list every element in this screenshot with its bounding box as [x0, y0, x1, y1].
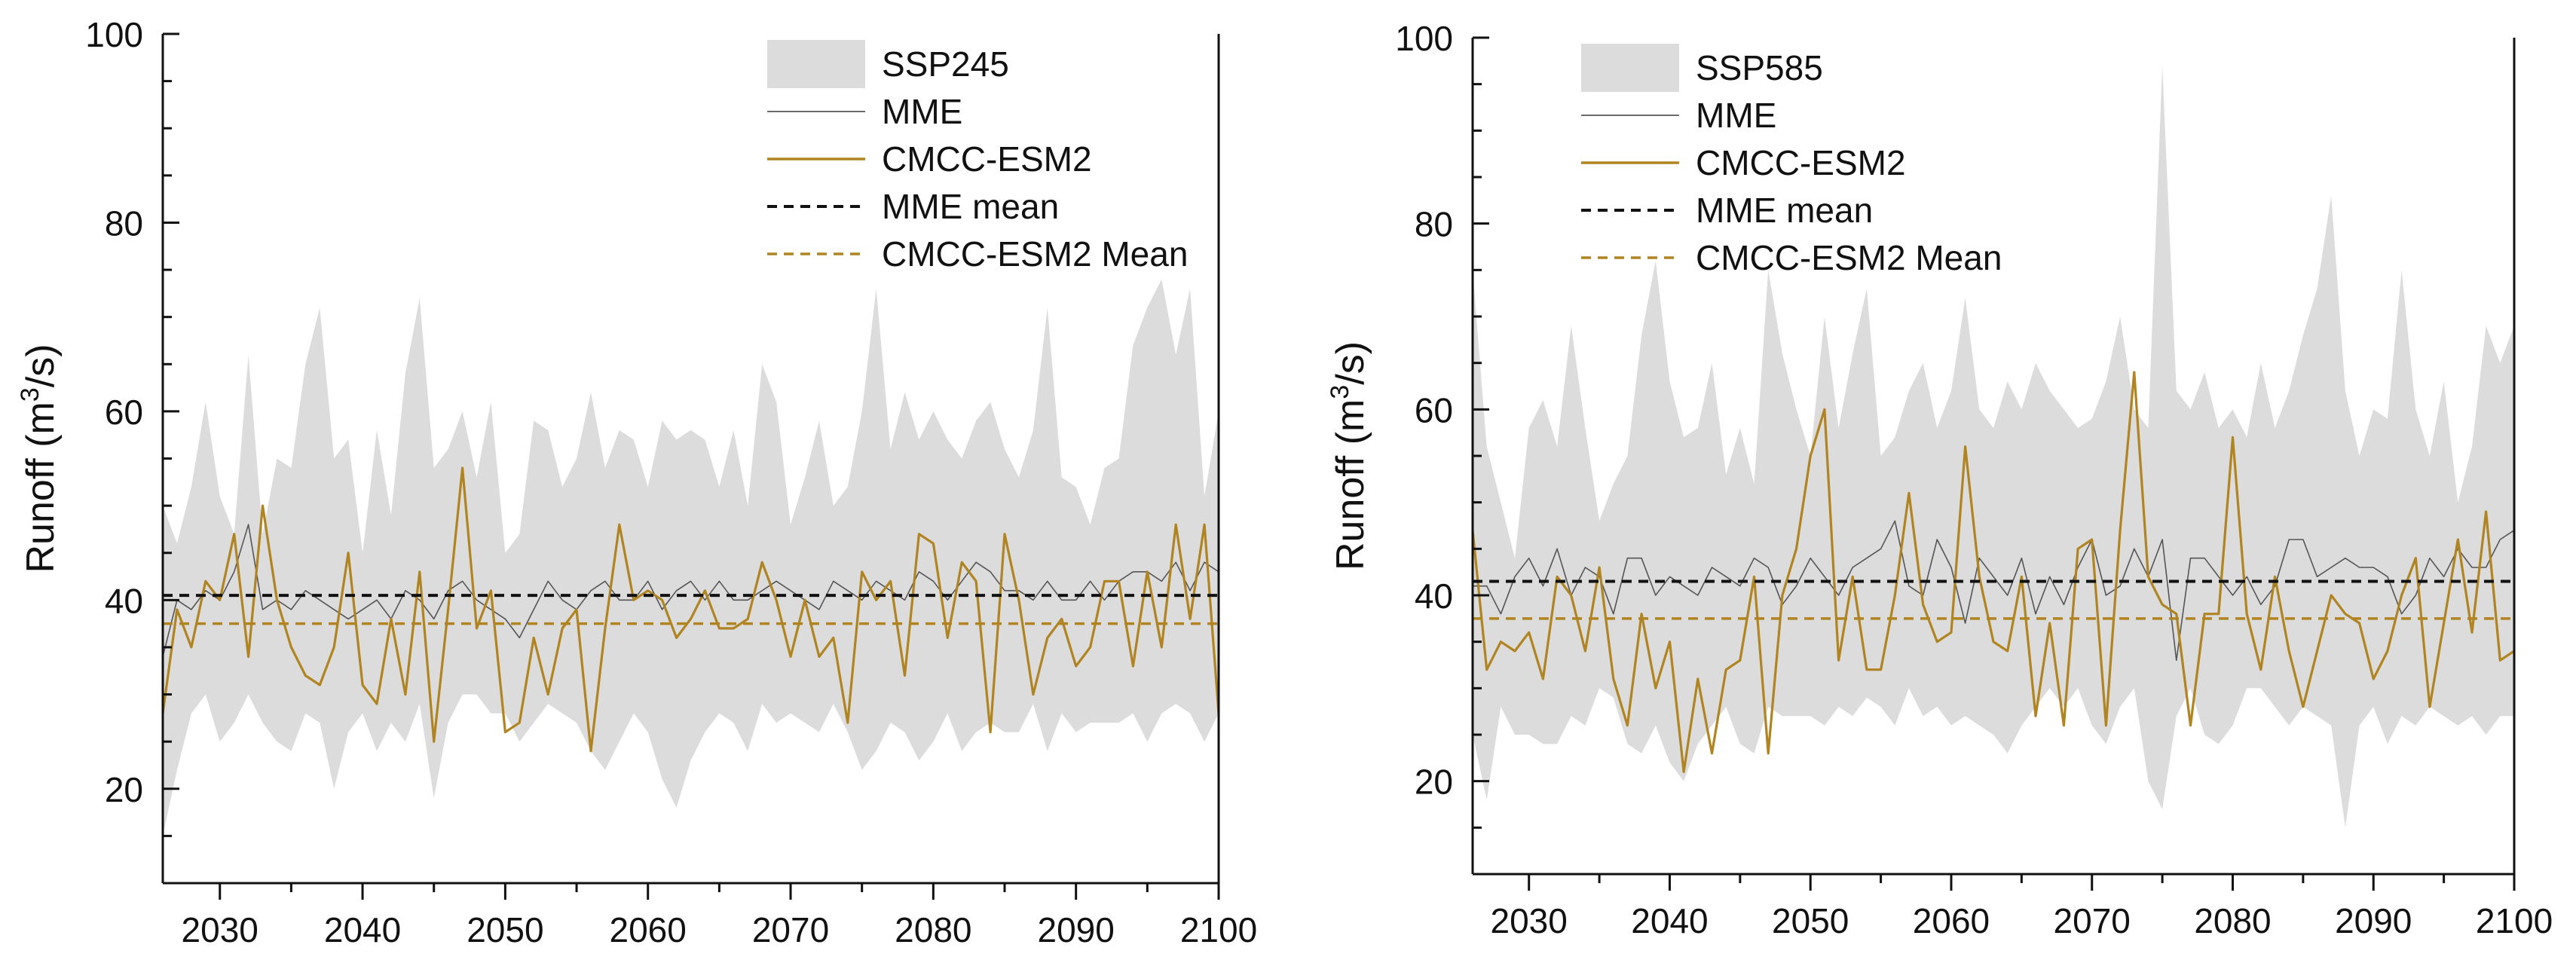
x-tick-label-2030: 2030 — [1491, 901, 1568, 940]
y-tick-label-60: 60 — [105, 393, 143, 432]
legend: SSP245 MME CMCC-ESM2 MME mean CMCC-ESM2 Mean — [767, 40, 1188, 274]
legend-label-mme: MME — [1696, 96, 1776, 135]
y-axis-label-suffix: /s) — [19, 344, 63, 387]
x-tick-label-2080: 2080 — [2194, 901, 2271, 940]
mme-line — [1473, 520, 2515, 662]
legend-label-cmcc-esm2-mean: CMCC-ESM2 Mean — [882, 234, 1188, 274]
legend-label-mme: MME — [882, 92, 962, 131]
y-tick-label-80: 80 — [1415, 205, 1453, 244]
x-tick-label-2070: 2070 — [2054, 901, 2131, 940]
y-tick-label-80: 80 — [105, 203, 143, 243]
y-axis-label-prefix: Runoff (m — [1329, 399, 1372, 570]
x-tick-label-2060: 2060 — [1913, 901, 1990, 940]
x-tick-label-2070: 2070 — [752, 910, 829, 949]
y-tick-label-20: 20 — [1415, 763, 1453, 802]
y-axis-label: Runoff (m3/s) — [16, 344, 63, 573]
x-tick-label-2090: 2090 — [1038, 910, 1115, 949]
x-tick-label-2030: 2030 — [182, 910, 259, 949]
x-tick-label-2040: 2040 — [1631, 901, 1708, 940]
y-axis-label-prefix: Runoff (m — [19, 402, 63, 573]
y-tick-label-60: 60 — [1415, 390, 1453, 430]
x-tick-label-2050: 2050 — [1772, 901, 1849, 940]
x-tick-label-2100: 2100 — [2476, 901, 2553, 940]
y-tick-label-100: 100 — [85, 15, 143, 54]
legend-label-cmcc-esm2-mean: CMCC-ESM2 Mean — [1696, 238, 2002, 277]
legend: SSP585 MME CMCC-ESM2 MME mean CMCC-ESM2 Mean — [1581, 44, 2002, 277]
legend-label-band: SSP245 — [882, 44, 1009, 84]
legend-label-band: SSP585 — [1696, 48, 1823, 87]
y-tick-label-100: 100 — [1395, 19, 1453, 58]
x-tick-label-2080: 2080 — [895, 910, 971, 949]
legend-swatch-band — [1581, 44, 1679, 92]
y-axis-label: Runoff (m3/s) — [1326, 341, 1372, 570]
cmcc-esm2-line — [161, 466, 1220, 753]
cmcc-esm2-line — [1471, 371, 2515, 773]
y-tick-label-40: 40 — [1415, 576, 1453, 616]
legend-swatch-band — [767, 40, 865, 88]
legend-label-cmcc-esm2: CMCC-ESM2 — [1696, 143, 1906, 182]
x-tick-label-2090: 2090 — [2335, 901, 2412, 940]
y-axis-label-suffix: /s) — [1329, 341, 1372, 385]
x-tick-label-2060: 2060 — [610, 910, 687, 949]
y-tick-label-40: 40 — [105, 581, 143, 620]
y-axis-label-exp: 3 — [1326, 385, 1354, 399]
legend-label-cmcc-esm2: CMCC-ESM2 — [882, 139, 1092, 179]
x-tick-label-2100: 2100 — [1180, 910, 1257, 949]
band-area-ssp245 — [163, 279, 1219, 836]
y-axis-label-exp: 3 — [16, 387, 44, 402]
x-tick-label-2040: 2040 — [324, 910, 401, 949]
x-tick-label-2050: 2050 — [467, 910, 543, 949]
legend-label-mme-mean: MME mean — [882, 187, 1059, 226]
y-tick-label-20: 20 — [105, 770, 143, 809]
legend-label-mme-mean: MME mean — [1696, 191, 1873, 230]
